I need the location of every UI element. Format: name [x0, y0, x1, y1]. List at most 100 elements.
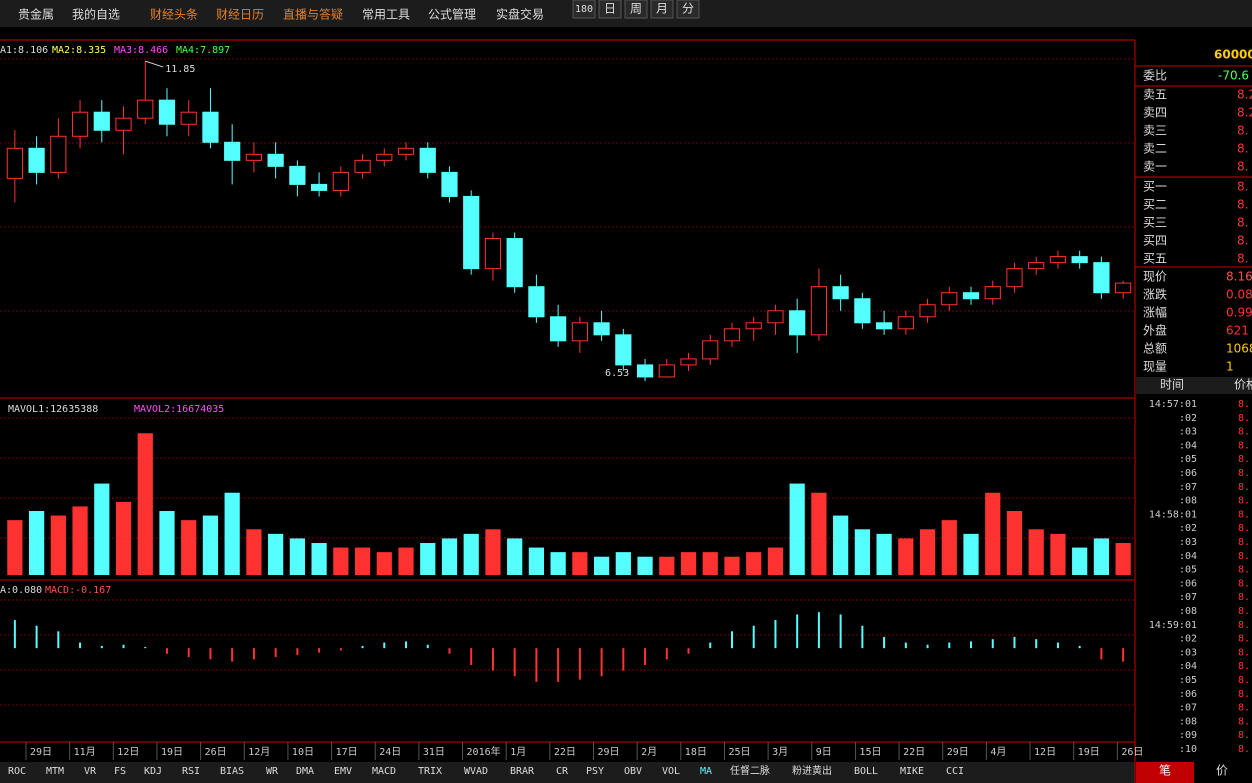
book-label: 买三 — [1143, 216, 1167, 230]
period-label[interactable]: 日 — [604, 2, 616, 16]
menu-item[interactable]: 贵金属 — [18, 7, 54, 22]
volume-bar — [202, 515, 219, 575]
stat-label: 外盘 — [1143, 323, 1167, 338]
candle-body — [245, 153, 263, 161]
candle-body — [897, 316, 914, 330]
indicator-tab[interactable]: MA — [700, 766, 712, 777]
book-price: 8. — [1237, 142, 1248, 156]
candle-body — [723, 328, 741, 342]
date-label: 18日 — [685, 747, 707, 758]
candle-body — [441, 171, 458, 197]
date-label: 29日 — [598, 747, 620, 758]
date-label: 22日 — [554, 747, 576, 758]
volume-bar — [854, 529, 870, 575]
indicator-tab[interactable]: RSI — [182, 766, 200, 777]
candle-body — [875, 322, 893, 330]
volume-bar — [876, 533, 892, 575]
indicator-tab[interactable]: EMV — [334, 766, 352, 777]
candle-body — [419, 147, 436, 173]
high-label: 11.85 — [165, 64, 195, 75]
tick-time: :04 — [1179, 661, 1197, 672]
ticks-header: 价格 — [1234, 377, 1252, 392]
candle-body — [158, 99, 176, 125]
candle-body — [93, 111, 110, 131]
tick-price: 8. — [1238, 716, 1250, 727]
indicator-tab[interactable]: BOLL — [854, 766, 878, 777]
date-label: 12日 — [1034, 747, 1056, 758]
tick-price: 8. — [1238, 440, 1250, 451]
menu-item[interactable]: 常用工具 — [362, 8, 410, 22]
volume-bar — [463, 533, 479, 575]
tick-price: 8. — [1238, 647, 1250, 658]
volume-bar — [94, 483, 110, 575]
indicator-tab[interactable]: MACD — [372, 766, 396, 777]
indicator-tab[interactable]: MTM — [46, 766, 64, 777]
indicator-tab[interactable]: TRIX — [418, 766, 442, 777]
period-label[interactable]: 分 — [682, 2, 694, 16]
period-button[interactable] — [676, 0, 700, 19]
indicator-tab[interactable]: KDJ — [144, 766, 162, 777]
ratio-label: 委比 — [1143, 69, 1167, 83]
menu-item[interactable]: 财经头条 — [150, 8, 198, 22]
period-label[interactable]: 周 — [630, 2, 642, 16]
menu-item[interactable]: 财经日历 — [216, 8, 264, 22]
tab-active[interactable] — [1136, 762, 1194, 783]
book-price: 8. — [1237, 216, 1248, 230]
indicator-tab[interactable]: WVAD — [464, 766, 488, 777]
indicator-tab[interactable]: PSY — [586, 766, 604, 777]
indicator-tab[interactable]: VR — [84, 766, 97, 777]
period-label[interactable]: 180 — [575, 4, 593, 15]
stat-label: 总额 — [1143, 342, 1167, 356]
book-label: 买五 — [1143, 252, 1167, 266]
indicator-tab[interactable]: 任督二脉 — [730, 764, 770, 777]
candle-body — [397, 147, 415, 155]
period-label[interactable]: 月 — [656, 2, 668, 16]
tick-price: 8. — [1238, 427, 1250, 438]
indicator-tab[interactable]: 粉进黄出 — [792, 764, 832, 777]
ticks-tab[interactable]: 笔 — [1159, 763, 1171, 778]
stat-value: 8.16 — [1226, 270, 1252, 284]
tick-time: :09 — [1179, 730, 1197, 741]
menu-item[interactable]: 实盘交易 — [496, 7, 544, 22]
menu-item[interactable]: 我的自选 — [72, 7, 120, 22]
volume-bar — [1050, 533, 1066, 575]
volume-bar — [398, 547, 414, 575]
volume-bar — [1006, 511, 1023, 575]
volume-bar — [1093, 538, 1110, 575]
vol-label: MAVOL2:16674035 — [134, 404, 224, 415]
book-price: 8. — [1237, 180, 1248, 194]
volume-bar — [181, 520, 197, 575]
ticks-tab[interactable]: 价 — [1216, 764, 1228, 778]
indicator-tab[interactable]: CR — [556, 766, 569, 777]
indicator-tab[interactable]: DMA — [296, 766, 314, 777]
tick-price: 8. — [1238, 744, 1250, 755]
indicator-tab[interactable]: MIKE — [900, 766, 924, 777]
candle-body — [702, 340, 719, 360]
indicator-tab[interactable]: OBV — [624, 766, 642, 777]
indicator-tab[interactable]: BIAS — [220, 766, 244, 777]
candle-body — [745, 322, 762, 330]
period-button[interactable] — [572, 0, 596, 19]
volume-bar — [615, 552, 631, 575]
indicator-tab[interactable]: WR — [266, 766, 279, 777]
period-button[interactable] — [650, 0, 674, 19]
indicator-tab[interactable]: CCI — [946, 766, 964, 777]
book-label: 卖三 — [1143, 124, 1167, 138]
menu-item[interactable]: 公式管理 — [428, 7, 476, 22]
ma-label: A1:8.106 — [0, 45, 48, 56]
volume-bar — [833, 515, 849, 575]
indicator-tab[interactable]: FS — [114, 766, 126, 777]
volume-bar — [702, 552, 718, 575]
indicator-tab[interactable]: ROC — [8, 766, 26, 777]
tab-bar — [0, 762, 1135, 783]
menu-item[interactable]: 直播与答疑 — [283, 7, 343, 22]
indicator-tab[interactable]: BRAR — [510, 766, 535, 777]
tick-price: 8. — [1238, 523, 1250, 534]
tick-price: 8. — [1238, 413, 1250, 424]
volume-bar — [376, 552, 392, 575]
period-button[interactable] — [598, 0, 622, 19]
period-button[interactable] — [624, 0, 648, 19]
indicator-tab[interactable]: VOL — [662, 766, 680, 777]
candle-body — [137, 99, 154, 119]
